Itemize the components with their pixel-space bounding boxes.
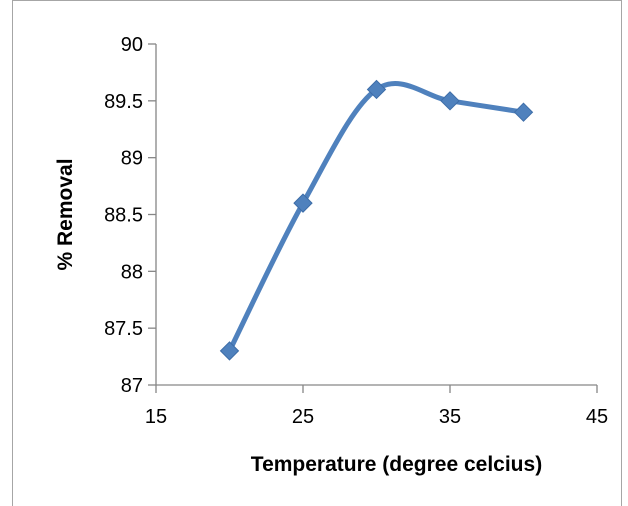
x-tick-label: 15: [145, 406, 167, 428]
series-line: [227, 81, 526, 354]
y-axis: 87 87.5 88 88.5 89 89.5 90: [104, 34, 157, 397]
x-tick-label: 45: [586, 406, 608, 428]
x-axis-title: Temperature (degree celcius): [251, 453, 542, 476]
y-tick-label: 89: [121, 148, 143, 170]
data-point-marker: [513, 102, 534, 122]
y-tick-label: 87: [121, 375, 143, 397]
y-axis-ticks: 87 87.5 88 88.5 89 89.5 90: [104, 34, 156, 397]
y-tick-label: 90: [121, 34, 143, 56]
x-axis-ticks: 15 25 35 45: [145, 385, 608, 428]
y-tick-label: 87.5: [104, 318, 143, 340]
chart-frame: [12, 0, 622, 506]
data-point-marker: [366, 79, 387, 100]
y-tick-label: 89.5: [104, 91, 143, 113]
data-point-marker: [293, 193, 313, 213]
y-tick-label: 88.5: [104, 205, 143, 227]
series-group: [219, 79, 534, 361]
data-point-marker: [219, 341, 240, 361]
x-tick-label: 35: [439, 406, 461, 428]
y-tick-label: 88: [121, 261, 143, 283]
x-axis: 15 25 35 45: [145, 384, 608, 428]
y-axis-title: % Removal: [54, 158, 77, 270]
data-point-marker: [440, 91, 460, 111]
x-tick-label: 25: [292, 406, 314, 428]
